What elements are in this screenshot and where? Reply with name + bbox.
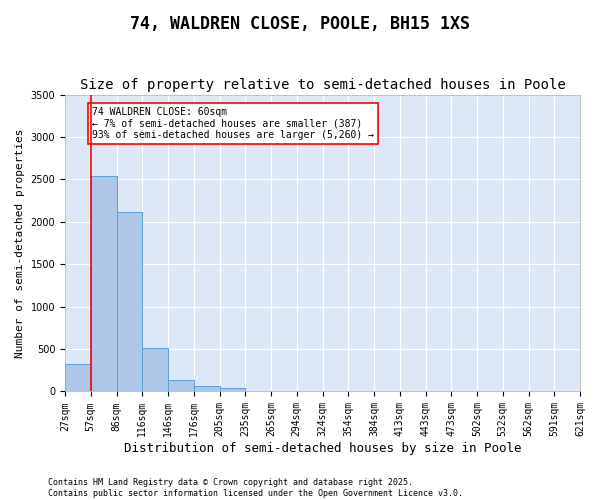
Text: 74, WALDREN CLOSE, POOLE, BH15 1XS: 74, WALDREN CLOSE, POOLE, BH15 1XS <box>130 15 470 33</box>
Text: 74 WALDREN CLOSE: 60sqm
← 7% of semi-detached houses are smaller (387)
93% of se: 74 WALDREN CLOSE: 60sqm ← 7% of semi-det… <box>92 108 374 140</box>
Bar <box>168 380 194 392</box>
Bar <box>91 176 116 392</box>
Y-axis label: Number of semi-detached properties: Number of semi-detached properties <box>15 128 25 358</box>
Bar <box>220 388 245 392</box>
Text: Contains HM Land Registry data © Crown copyright and database right 2025.
Contai: Contains HM Land Registry data © Crown c… <box>48 478 463 498</box>
Bar <box>142 348 168 392</box>
Bar <box>65 364 91 392</box>
X-axis label: Distribution of semi-detached houses by size in Poole: Distribution of semi-detached houses by … <box>124 442 521 455</box>
Bar <box>116 212 142 392</box>
Bar <box>194 386 220 392</box>
Title: Size of property relative to semi-detached houses in Poole: Size of property relative to semi-detach… <box>80 78 565 92</box>
